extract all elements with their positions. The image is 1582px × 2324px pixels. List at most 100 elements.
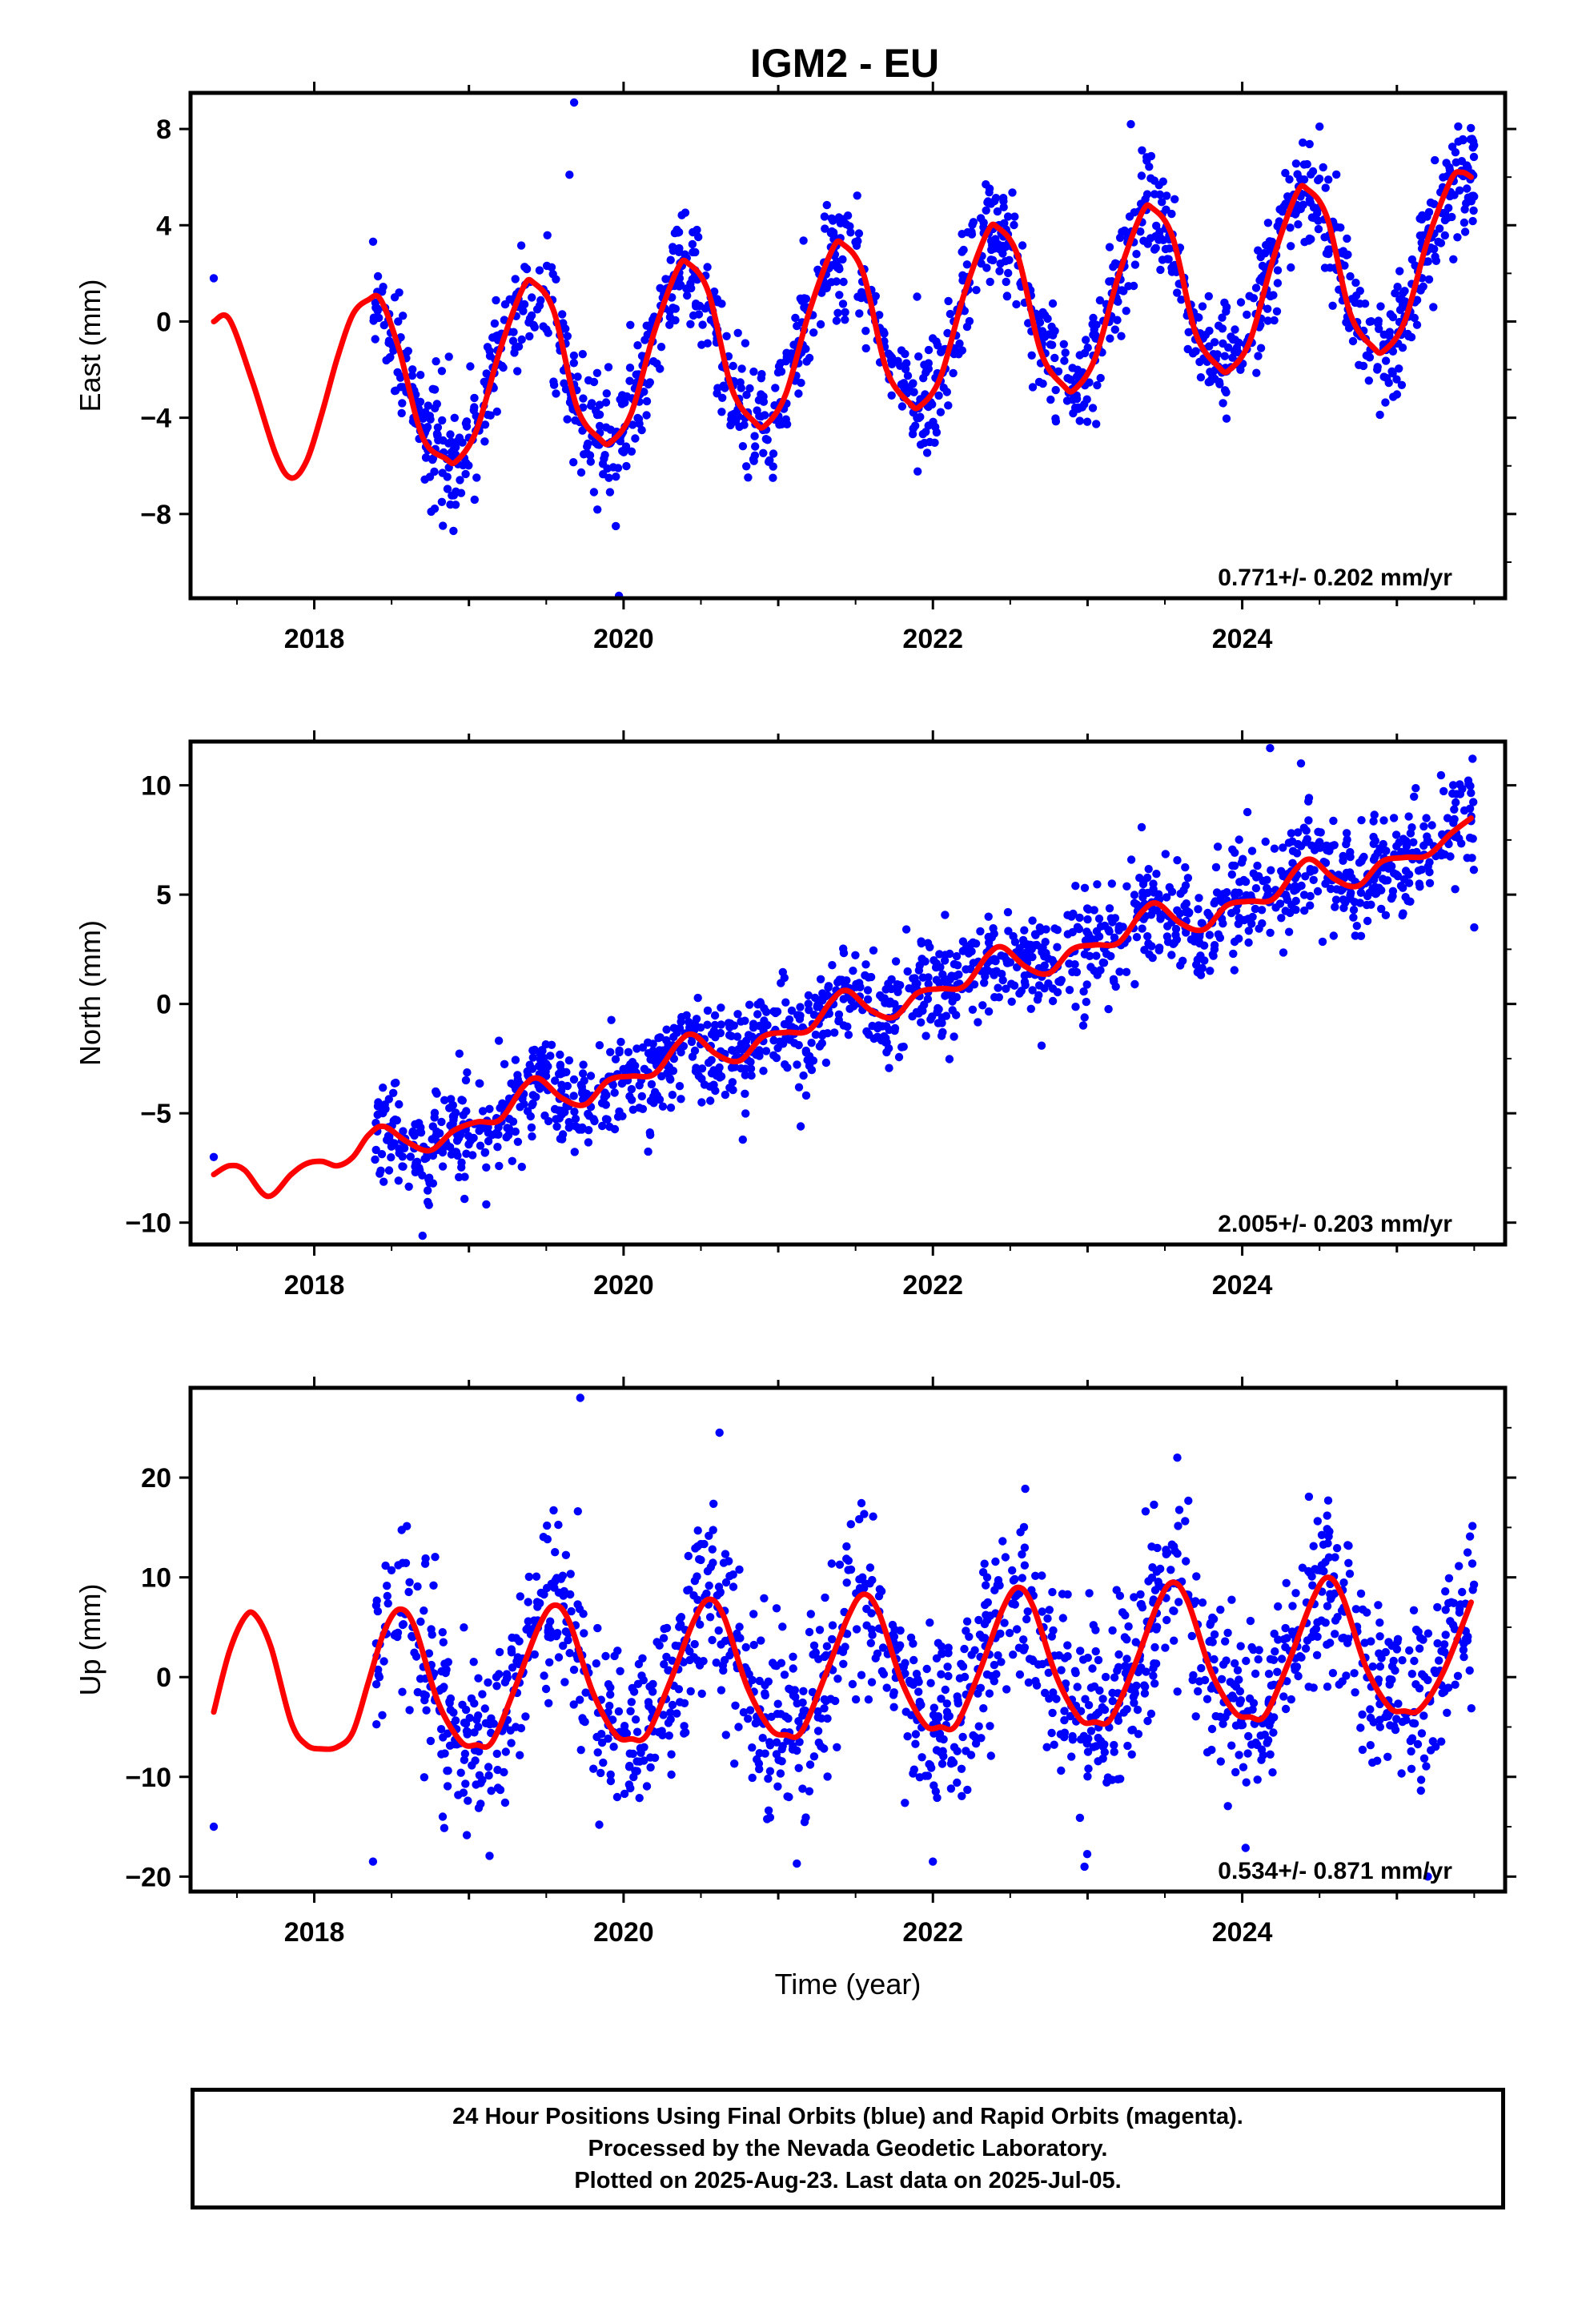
data-point [1058,1590,1067,1598]
data-point [1130,1699,1138,1707]
data-point [1219,399,1227,408]
data-point [517,1162,526,1172]
data-point [680,1699,689,1707]
data-point [894,1052,904,1062]
data-point [923,939,933,947]
data-point [495,1647,504,1657]
data-point [597,1730,606,1739]
data-point [618,1112,627,1121]
data-point [1431,1668,1440,1678]
data-point [693,1595,702,1605]
data-point [1392,1715,1401,1723]
data-point [710,1011,720,1020]
data-point [957,1764,966,1773]
data-point [1114,1650,1123,1659]
data-point [813,1003,821,1011]
data-point [1415,1684,1424,1693]
data-point [606,1776,616,1786]
data-point [440,1096,449,1105]
data-point [924,359,934,368]
data-point [443,485,452,493]
data-point [1320,233,1329,242]
data-point [460,1755,469,1764]
data-point [842,1542,851,1551]
data-point [1386,310,1395,319]
data-point [576,468,586,477]
data-point [627,1698,636,1707]
data-point [914,1687,923,1696]
data-point [986,277,994,287]
data-point [1407,1764,1416,1773]
data-point [463,1730,472,1739]
data-point [1031,931,1040,939]
data-point [805,1627,814,1637]
data-point [965,316,974,326]
data-point [697,1098,706,1107]
data-point [1426,198,1435,207]
data-point [1070,960,1079,969]
data-point [563,1081,572,1091]
data-point [1231,1659,1239,1668]
data-point [516,241,526,250]
data-point [1227,1741,1236,1750]
data-point [889,1632,899,1641]
data-point [936,1747,945,1757]
data-point [612,472,620,481]
data-point [1404,332,1413,341]
data-point [1416,1775,1426,1784]
data-point [398,1687,407,1696]
data-point [1043,1614,1052,1623]
data-point [1424,275,1434,284]
data-point [1149,1671,1158,1680]
data-point [688,239,697,249]
data-point [1144,939,1153,948]
data-point [917,1753,926,1762]
data-point [581,1688,590,1697]
data-point [967,230,977,239]
data-point [517,335,526,344]
data-point [631,434,640,443]
data-point [547,263,556,271]
data-point [697,1689,706,1699]
data-point [394,1176,403,1185]
data-point [1094,932,1104,941]
data-point [458,438,467,447]
data-point [829,230,838,239]
data-point [1121,1662,1130,1671]
data-point [1052,1695,1061,1703]
data-point [713,295,721,304]
data-point [1068,1735,1078,1744]
data-point [769,1036,778,1045]
data-point [1409,1606,1419,1615]
data-point [769,449,778,458]
data-point [1167,951,1176,959]
data-point [662,1025,671,1034]
data-point [585,451,595,460]
data-point [1323,1496,1333,1505]
data-point [1220,352,1230,360]
data-point [994,993,1004,1002]
data-point [833,1675,842,1683]
data-point [1441,1606,1450,1614]
data-point [979,218,988,227]
data-point [1267,1681,1276,1690]
data-point [1301,1644,1311,1653]
data-point [552,275,560,283]
data-point [1046,395,1055,404]
data-point [511,344,520,352]
data-point [990,955,999,963]
data-point [689,311,698,320]
data-point [1057,1766,1066,1775]
data-point [984,1007,994,1016]
data-point [1246,1616,1255,1626]
data-point [1034,981,1044,990]
data-point [820,1704,829,1713]
data-point [1451,148,1460,157]
data-point [457,1096,466,1104]
data-point [739,1708,749,1717]
data-point [598,460,608,468]
data-point [1115,233,1125,243]
data-point [1243,1707,1252,1715]
data-point [737,1017,745,1026]
data-point [1321,1618,1330,1627]
